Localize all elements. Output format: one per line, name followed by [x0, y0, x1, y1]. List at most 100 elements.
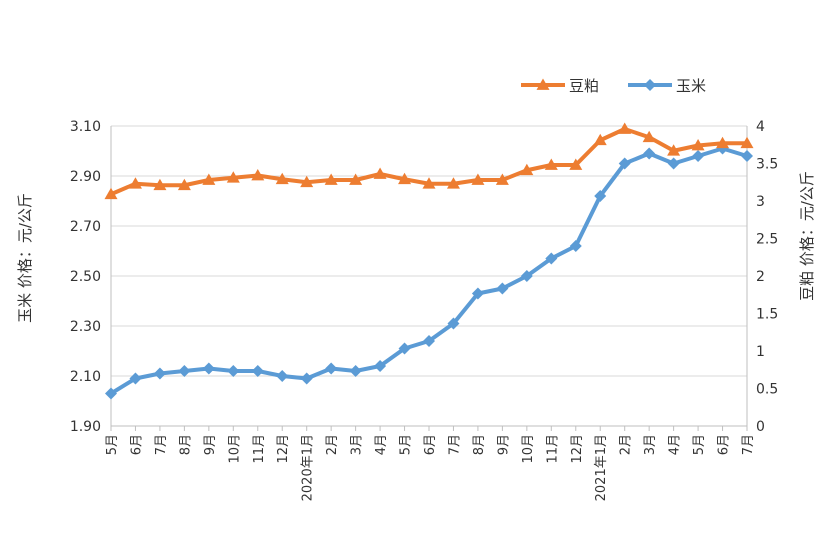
data-point [569, 158, 583, 170]
legend-label: 豆粕 [569, 77, 599, 95]
left-tick-label: 2.30 [70, 319, 101, 335]
right-tick-label: 2 [756, 269, 765, 285]
data-point [422, 177, 436, 189]
data-point [618, 157, 631, 170]
data-point [643, 147, 656, 160]
data-point [226, 171, 240, 183]
series-layer [104, 122, 754, 400]
data-point [153, 178, 167, 191]
x-tick-label: 6月 [423, 434, 438, 455]
x-tick-label: 6月 [129, 434, 144, 455]
right-tick-label: 2.5 [756, 232, 778, 248]
data-point [349, 365, 362, 377]
x-tick-label: 10月 [227, 434, 242, 464]
left-tick-label: 1.90 [70, 419, 101, 435]
legend-marker [536, 78, 550, 90]
right-tick-label: 0 [756, 419, 765, 435]
right-tick-label: 1 [756, 344, 765, 360]
data-point [471, 173, 485, 185]
data-point [104, 187, 118, 200]
right-tick-label: 0.5 [756, 382, 778, 398]
x-tick-label: 10月 [521, 434, 536, 464]
data-point [324, 173, 338, 185]
left-tick-label: 2.90 [70, 169, 101, 185]
x-tick-label: 4月 [374, 434, 389, 455]
data-point [275, 172, 289, 185]
x-tick-label: 5月 [399, 434, 414, 455]
data-point [667, 157, 680, 170]
data-point [129, 372, 142, 385]
x-tick-label: 11月 [545, 434, 560, 464]
data-point [276, 370, 289, 382]
right-tick-label: 4 [756, 119, 765, 135]
data-point [618, 122, 632, 134]
data-point [569, 240, 582, 252]
data-point [545, 252, 558, 265]
data-point [496, 282, 509, 295]
left-tick-label: 3.10 [70, 119, 101, 135]
x-tick-label: 4月 [668, 434, 683, 455]
data-point [251, 169, 265, 181]
left-tick-label: 2.10 [70, 369, 101, 385]
data-point [300, 372, 313, 385]
gridlines [111, 125, 747, 427]
x-tick-label: 9月 [496, 434, 511, 455]
legend-label: 玉米 [676, 77, 706, 95]
data-point [471, 287, 484, 300]
x-tick-label: 12月 [276, 434, 291, 464]
x-tick-label: 9月 [203, 434, 218, 455]
series-soymeal [104, 122, 754, 200]
data-point [373, 167, 387, 179]
data-point [178, 365, 191, 377]
data-point [594, 190, 607, 202]
data-point [447, 317, 460, 330]
data-point [716, 136, 730, 149]
x-tick-label: 2020年1月 [301, 434, 316, 501]
left-tick-label: 2.70 [70, 219, 101, 235]
right-axis-ticks: 0 0.5 1 1.5 2 2.5 3 3.5 4 [756, 119, 778, 435]
data-point [495, 173, 509, 185]
data-point [300, 175, 314, 188]
data-point [105, 387, 117, 400]
data-point [202, 173, 216, 185]
left-axis-ticks: 1.90 2.10 2.30 2.50 2.70 2.90 3.10 [70, 119, 101, 435]
x-tick-label: 8月 [472, 434, 487, 455]
data-point [202, 362, 215, 375]
left-tick-label: 2.50 [70, 269, 101, 285]
data-point [544, 158, 558, 170]
data-point [325, 362, 338, 375]
x-tick-label: 2021年1月 [594, 434, 609, 501]
x-tick-label: 5月 [692, 434, 707, 455]
x-axis-ticks: 5月 6月 7月 8月 9月 10月 11月 12月 2020年1月 2月 3月 4月 5月 6月 7月 8月… [105, 426, 756, 501]
x-tick-label: 3月 [643, 434, 658, 455]
data-point [153, 367, 166, 380]
right-axis-label: 豆粕 价格：元/公斤 [798, 171, 816, 301]
x-tick-label: 5月 [105, 434, 120, 455]
x-tick-label: 2月 [325, 434, 340, 455]
left-axis-label: 玉米 价格：元/公斤 [16, 193, 34, 323]
legend-marker [644, 79, 656, 91]
x-tick-label: 7月 [447, 434, 462, 455]
right-tick-label: 3.5 [756, 157, 778, 173]
data-point [446, 177, 460, 189]
data-point [251, 365, 264, 377]
data-point [520, 270, 533, 282]
data-point [374, 360, 387, 372]
data-point [692, 150, 705, 162]
legend-item: 豆粕 [521, 77, 599, 95]
data-point [593, 133, 607, 146]
data-point [642, 130, 656, 143]
x-tick-label: 6月 [717, 434, 732, 455]
data-point [398, 342, 411, 355]
data-point [128, 177, 142, 189]
data-point [741, 150, 753, 162]
data-point [398, 172, 412, 185]
x-tick-label: 2月 [619, 434, 634, 455]
right-tick-label: 3 [756, 194, 765, 210]
right-tick-label: 1.5 [756, 307, 778, 323]
series-corn [105, 142, 753, 400]
data-point [423, 335, 435, 347]
data-point [227, 365, 240, 377]
